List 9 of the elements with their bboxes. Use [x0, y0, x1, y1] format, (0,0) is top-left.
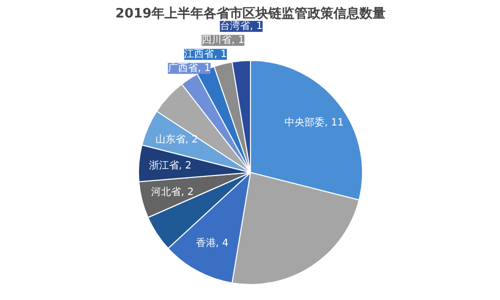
slice-label: 四川省, 1 [202, 34, 244, 46]
slice-label: 河北省, 2 [150, 186, 194, 198]
chart-title: 2019年上半年各省市区块链监管政策信息数量 [115, 6, 386, 22]
slice-label: 浙江省, 2 [148, 159, 192, 172]
slice-label: 中央部委, 11 [284, 116, 344, 128]
slice-label: 台湾省, 1 [220, 20, 263, 32]
slice-label: 广西省, 1 [168, 62, 211, 74]
slice-label: 江西省, 1 [184, 48, 227, 60]
slice-label: 香港, 4 [196, 236, 228, 249]
